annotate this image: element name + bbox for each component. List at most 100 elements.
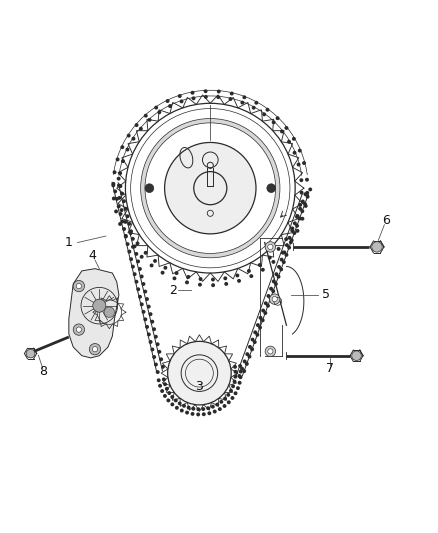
Circle shape — [121, 159, 125, 163]
Circle shape — [308, 188, 312, 191]
Circle shape — [163, 266, 167, 270]
Circle shape — [296, 229, 300, 233]
Circle shape — [245, 352, 249, 356]
Circle shape — [145, 325, 149, 329]
Circle shape — [113, 189, 117, 193]
Circle shape — [124, 207, 127, 211]
Circle shape — [267, 184, 276, 192]
Circle shape — [265, 108, 269, 112]
Circle shape — [140, 255, 144, 259]
Circle shape — [272, 260, 276, 264]
Circle shape — [230, 92, 234, 95]
Text: 3: 3 — [195, 379, 203, 393]
Circle shape — [296, 214, 300, 218]
Circle shape — [143, 317, 147, 321]
Circle shape — [73, 324, 85, 335]
Circle shape — [191, 96, 195, 100]
Circle shape — [182, 404, 186, 408]
Circle shape — [180, 100, 184, 103]
Circle shape — [154, 362, 158, 367]
Circle shape — [272, 120, 276, 124]
Circle shape — [298, 207, 302, 211]
Circle shape — [258, 326, 262, 329]
Circle shape — [266, 294, 270, 298]
Circle shape — [170, 402, 174, 406]
Circle shape — [135, 241, 139, 245]
Text: 5: 5 — [321, 288, 330, 301]
Circle shape — [229, 389, 233, 393]
Circle shape — [233, 379, 237, 384]
Circle shape — [239, 375, 243, 379]
Circle shape — [298, 149, 302, 152]
Circle shape — [300, 191, 304, 195]
Circle shape — [249, 274, 253, 278]
Circle shape — [280, 257, 284, 262]
Circle shape — [173, 277, 177, 280]
Circle shape — [131, 137, 135, 141]
Circle shape — [231, 384, 235, 388]
Circle shape — [285, 243, 289, 247]
Circle shape — [276, 116, 279, 120]
Circle shape — [76, 284, 81, 289]
Circle shape — [133, 245, 137, 248]
Circle shape — [111, 183, 115, 187]
Circle shape — [262, 112, 266, 116]
Circle shape — [265, 241, 276, 252]
Circle shape — [116, 157, 120, 161]
Circle shape — [153, 259, 157, 263]
Circle shape — [117, 196, 121, 200]
Circle shape — [211, 283, 215, 287]
Circle shape — [235, 273, 239, 277]
Circle shape — [254, 101, 258, 104]
Circle shape — [288, 236, 292, 240]
Circle shape — [148, 118, 152, 122]
Circle shape — [117, 176, 120, 181]
Circle shape — [268, 349, 273, 354]
Circle shape — [120, 220, 124, 223]
Circle shape — [243, 359, 247, 364]
Circle shape — [126, 214, 130, 218]
Circle shape — [252, 106, 256, 110]
Circle shape — [127, 249, 131, 254]
Circle shape — [187, 406, 191, 409]
Circle shape — [185, 410, 189, 415]
Circle shape — [143, 289, 147, 294]
Circle shape — [131, 237, 135, 241]
Circle shape — [302, 161, 306, 165]
Circle shape — [268, 256, 272, 260]
Circle shape — [136, 287, 140, 291]
Circle shape — [154, 106, 158, 110]
Circle shape — [295, 215, 299, 219]
Circle shape — [161, 365, 165, 369]
Circle shape — [223, 397, 227, 400]
Circle shape — [304, 204, 307, 208]
Circle shape — [258, 263, 262, 267]
Circle shape — [140, 274, 144, 278]
Circle shape — [283, 251, 286, 254]
Circle shape — [276, 274, 280, 279]
Circle shape — [167, 391, 171, 395]
Circle shape — [213, 409, 217, 414]
Circle shape — [218, 407, 222, 411]
Text: 8: 8 — [39, 365, 47, 378]
Circle shape — [289, 240, 293, 244]
Circle shape — [122, 227, 126, 231]
Circle shape — [266, 304, 270, 308]
Circle shape — [239, 369, 243, 374]
Circle shape — [92, 346, 98, 352]
Circle shape — [76, 327, 81, 332]
Circle shape — [223, 276, 227, 280]
Circle shape — [129, 229, 133, 233]
Circle shape — [113, 170, 117, 174]
Circle shape — [120, 208, 124, 212]
Circle shape — [223, 404, 226, 408]
Circle shape — [162, 377, 166, 381]
Circle shape — [122, 199, 126, 203]
Circle shape — [155, 342, 159, 346]
Circle shape — [150, 263, 154, 268]
Circle shape — [268, 296, 272, 301]
Circle shape — [131, 245, 135, 249]
Circle shape — [287, 140, 291, 144]
Circle shape — [174, 399, 178, 402]
Circle shape — [372, 241, 382, 252]
